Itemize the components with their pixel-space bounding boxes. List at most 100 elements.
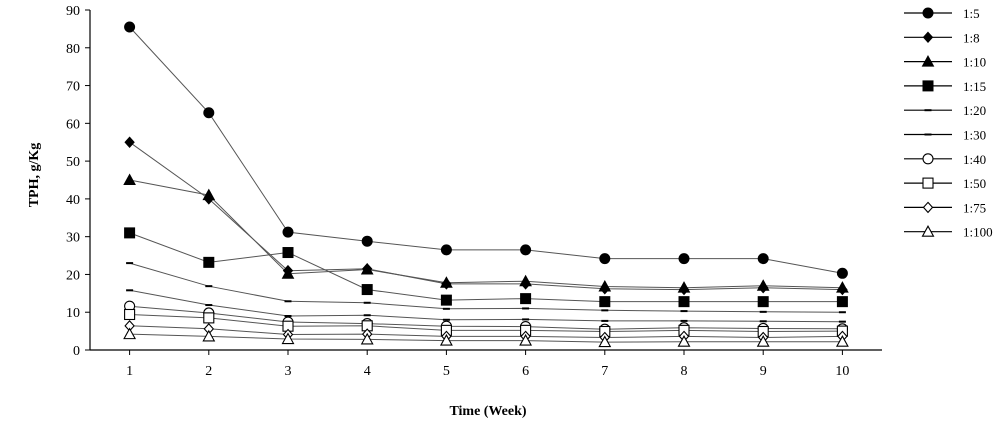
y-tick-label: 50 bbox=[66, 155, 80, 170]
data-point-marker bbox=[123, 327, 137, 340]
legend-entry: 1:100 bbox=[904, 225, 993, 240]
data-point-marker bbox=[124, 227, 136, 239]
y-axis-title: TPH, g/Kg bbox=[27, 143, 42, 208]
data-point-marker bbox=[202, 329, 216, 342]
series-lines bbox=[129, 26, 843, 343]
legend: 1:5 1:8 1:10 1:15 1:20 1:30 1:40 1:50 1:75 1:100 bbox=[904, 6, 993, 240]
y-tick-label: 90 bbox=[66, 4, 80, 19]
x-tick-label: 8 bbox=[681, 364, 688, 379]
legend-label: 1:8 bbox=[963, 30, 980, 45]
x-tick-label: 3 bbox=[285, 364, 292, 379]
data-point-marker bbox=[757, 253, 769, 265]
y-tick-label: 30 bbox=[66, 231, 80, 246]
legend-label: 1:30 bbox=[963, 128, 986, 143]
axes bbox=[89, 10, 882, 351]
data-point-marker bbox=[202, 188, 216, 201]
legend-label: 1:75 bbox=[963, 200, 986, 215]
data-point-marker bbox=[519, 274, 532, 287]
data-point-marker bbox=[678, 253, 690, 265]
data-point-marker bbox=[599, 296, 611, 308]
data-point-marker bbox=[836, 267, 848, 279]
data-point-marker bbox=[678, 296, 690, 308]
data-point-marker bbox=[677, 281, 691, 293]
data-point-marker bbox=[757, 296, 769, 308]
legend-marker bbox=[922, 153, 934, 165]
legend-label: 1:20 bbox=[963, 103, 986, 118]
series-line bbox=[129, 305, 843, 330]
series-line bbox=[129, 262, 843, 313]
x-tick-label: 7 bbox=[601, 364, 608, 379]
data-point-marker bbox=[282, 247, 294, 259]
legend-entry: 1:10 bbox=[904, 55, 986, 70]
legend-entry: 1:20 bbox=[904, 103, 986, 118]
series-line bbox=[129, 325, 843, 339]
data-point-marker bbox=[440, 276, 453, 288]
data-point-marker bbox=[281, 267, 295, 279]
data-point-marker bbox=[203, 256, 215, 268]
data-point-marker bbox=[756, 335, 770, 347]
x-axis-ticks: 1 2 3 4 5 6 7 8 9 10 bbox=[126, 350, 849, 379]
legend-entry: 1:15 bbox=[904, 79, 986, 94]
data-point-marker bbox=[282, 226, 294, 238]
data-point-marker bbox=[124, 136, 135, 148]
legend-marker bbox=[921, 225, 935, 237]
data-point-marker bbox=[598, 335, 612, 348]
series-line bbox=[129, 232, 843, 303]
data-point-marker bbox=[677, 335, 691, 347]
legend-entry: 1:5 bbox=[904, 6, 980, 21]
y-tick-label: 10 bbox=[66, 306, 80, 321]
series-line bbox=[129, 179, 843, 289]
series-line bbox=[129, 289, 843, 323]
data-point-marker bbox=[203, 107, 215, 119]
data-point-marker bbox=[756, 279, 770, 291]
legend-entry: 1:75 bbox=[904, 200, 986, 215]
data-point-marker bbox=[361, 284, 373, 296]
series-line bbox=[129, 333, 843, 343]
x-axis-title: Time (Week) bbox=[449, 404, 526, 419]
data-point-marker bbox=[598, 279, 612, 292]
data-point-marker bbox=[520, 244, 532, 256]
x-tick-label: 10 bbox=[835, 364, 849, 379]
y-tick-label: 0 bbox=[73, 344, 80, 359]
data-point-marker bbox=[281, 332, 295, 345]
data-point-marker bbox=[124, 21, 136, 33]
legend-label: 1:10 bbox=[963, 55, 986, 70]
data-point-marker bbox=[360, 332, 374, 345]
legend-marker bbox=[922, 7, 934, 19]
legend-entry: 1:30 bbox=[904, 128, 986, 143]
legend-marker bbox=[922, 80, 934, 92]
data-point-marker bbox=[123, 173, 136, 185]
x-tick-label: 4 bbox=[364, 364, 371, 379]
data-point-marker bbox=[520, 293, 532, 305]
data-point-marker bbox=[360, 262, 374, 275]
y-tick-label: 70 bbox=[66, 80, 80, 95]
x-tick-label: 9 bbox=[760, 364, 767, 379]
y-tick-label: 60 bbox=[66, 117, 80, 132]
y-tick-label: 40 bbox=[66, 193, 80, 208]
series-line bbox=[129, 314, 843, 333]
legend-label: 1:15 bbox=[963, 79, 986, 94]
legend-label: 1:5 bbox=[963, 6, 980, 21]
data-point-marker bbox=[203, 312, 215, 324]
legend-marker bbox=[922, 177, 934, 189]
series-line bbox=[129, 26, 843, 274]
x-tick-label: 6 bbox=[522, 364, 529, 379]
data-point-marker bbox=[439, 333, 453, 346]
legend-entry: 1:8 bbox=[904, 30, 980, 45]
data-point-marker bbox=[599, 253, 611, 265]
y-tick-label: 20 bbox=[66, 268, 80, 283]
data-point-marker bbox=[835, 335, 849, 347]
y-axis-ticks: 0 10 20 30 40 50 60 70 80 90 bbox=[66, 4, 90, 359]
legend-entry: 1:40 bbox=[904, 152, 986, 167]
legend-label: 1:40 bbox=[963, 152, 986, 167]
data-point-marker bbox=[440, 244, 452, 256]
data-point-marker bbox=[519, 333, 533, 346]
data-point-marker bbox=[836, 296, 848, 308]
series-line bbox=[129, 141, 843, 291]
legend-marker bbox=[921, 55, 935, 67]
legend-label: 1:50 bbox=[963, 176, 986, 191]
x-tick-label: 5 bbox=[443, 364, 450, 379]
x-tick-label: 2 bbox=[205, 364, 212, 379]
